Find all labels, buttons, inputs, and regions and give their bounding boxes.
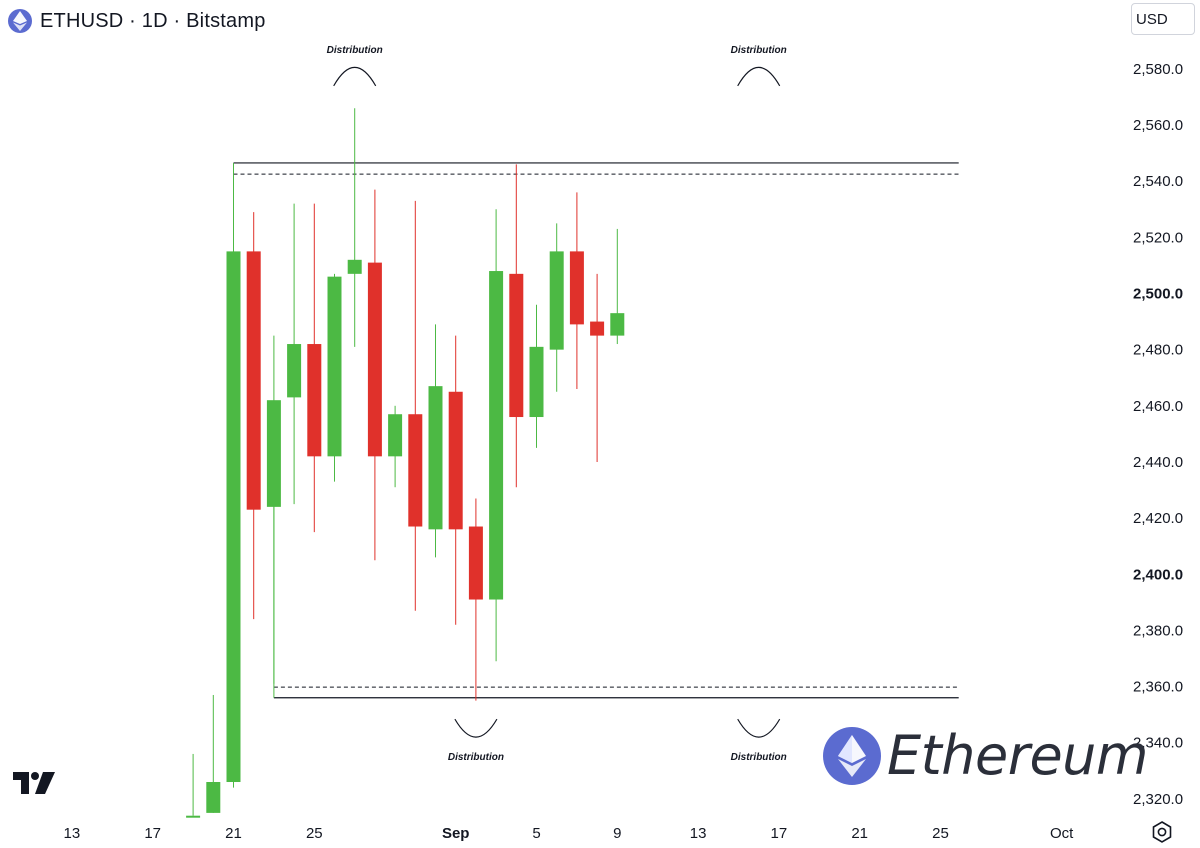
- candle[interactable]: [307, 203, 322, 533]
- candle-body: [549, 251, 564, 350]
- candle[interactable]: [468, 498, 483, 701]
- y-axis-tick-label: 2,340.0: [1133, 735, 1183, 752]
- candle[interactable]: [549, 223, 564, 392]
- candle[interactable]: [590, 273, 605, 462]
- x-axis-tick-label: Sep: [442, 825, 470, 842]
- candle-body: [610, 313, 625, 336]
- ethereum-icon: [823, 726, 881, 785]
- candle-body: [206, 782, 221, 813]
- chart-header: ETHUSD · 1D · Bitstamp: [8, 6, 266, 36]
- distribution-annotation[interactable]: Distribution: [731, 45, 787, 87]
- candle-body: [287, 344, 302, 398]
- brand-watermark: Ethereum: [823, 724, 1149, 787]
- tradingview-logo[interactable]: [13, 770, 57, 796]
- x-axis-tick-label: 21: [851, 825, 868, 842]
- x-axis-tick-label: 25: [932, 825, 949, 842]
- y-axis-tick-label: 2,460.0: [1133, 398, 1183, 415]
- candle[interactable]: [388, 405, 403, 488]
- distribution-arc: [737, 66, 781, 87]
- candle[interactable]: [529, 304, 544, 448]
- candle-body: [569, 251, 584, 325]
- x-axis-tick-label: Oct: [1050, 825, 1074, 842]
- y-axis-tick-label: 2,380.0: [1133, 622, 1183, 639]
- candle[interactable]: [610, 228, 625, 345]
- y-axis-tick-label: 2,560.0: [1133, 117, 1183, 134]
- y-axis-tick-label: 2,580.0: [1133, 61, 1183, 78]
- y-axis-tick-label: 2,420.0: [1133, 510, 1183, 527]
- distribution-annotation[interactable]: Distribution: [448, 718, 504, 763]
- candle[interactable]: [489, 209, 504, 662]
- y-axis-tick-label: 2,440.0: [1133, 454, 1183, 471]
- candle[interactable]: [428, 324, 443, 558]
- candle-body: [529, 346, 544, 418]
- y-axis-tick-label: 2,500.0: [1133, 286, 1183, 303]
- y-axis-tick-label: 2,520.0: [1133, 229, 1183, 246]
- candle[interactable]: [367, 189, 382, 561]
- x-axis-tick-label: 21: [225, 825, 242, 842]
- candle-body: [226, 251, 241, 783]
- candle[interactable]: [186, 753, 201, 818]
- candle-body: [266, 400, 281, 507]
- annotation-label: Distribution: [327, 45, 383, 56]
- candle-body: [327, 276, 342, 457]
- candle-body: [246, 251, 261, 510]
- candle-body: [448, 391, 463, 530]
- x-axis-tick-label: 9: [613, 825, 621, 842]
- candle[interactable]: [327, 273, 342, 482]
- candle-body: [428, 386, 443, 530]
- y-axis-tick-label: 2,360.0: [1133, 679, 1183, 696]
- candle-body: [347, 259, 362, 274]
- x-axis-tick-label: 5: [532, 825, 540, 842]
- candle-body: [367, 262, 382, 457]
- candle[interactable]: [569, 192, 584, 389]
- candle[interactable]: [246, 212, 261, 620]
- y-axis-tick-label: 2,540.0: [1133, 173, 1183, 190]
- x-axis-tick-label: 25: [306, 825, 323, 842]
- candle[interactable]: [448, 335, 463, 625]
- symbol-title[interactable]: ETHUSD · 1D · Bitstamp: [40, 9, 266, 32]
- candle-body: [489, 271, 504, 600]
- currency-selector[interactable]: USD: [1131, 3, 1195, 35]
- candle-body: [590, 321, 605, 336]
- distribution-annotation[interactable]: Distribution: [327, 45, 383, 87]
- candle[interactable]: [509, 164, 524, 488]
- x-axis-tick-label: 13: [690, 825, 707, 842]
- annotation-label: Distribution: [448, 752, 504, 763]
- candle-body: [186, 815, 201, 818]
- y-axis-tick-label: 2,400.0: [1133, 566, 1183, 583]
- candle-body: [468, 526, 483, 600]
- x-axis-tick-label: 13: [64, 825, 81, 842]
- candle[interactable]: [347, 108, 362, 347]
- settings-icon[interactable]: [1150, 820, 1174, 844]
- y-axis-tick-label: 2,480.0: [1133, 342, 1183, 359]
- candle[interactable]: [226, 164, 241, 788]
- distribution-arc: [454, 718, 498, 738]
- candle-body: [509, 273, 524, 418]
- annotation-label: Distribution: [731, 752, 787, 763]
- currency-label: USD: [1136, 10, 1168, 28]
- candle-body: [408, 414, 423, 527]
- candle-body: [388, 414, 403, 457]
- candle[interactable]: [408, 200, 423, 611]
- candle[interactable]: [206, 694, 221, 813]
- ethereum-icon: [8, 9, 32, 33]
- brand-text: Ethereum: [887, 724, 1149, 787]
- candle[interactable]: [287, 203, 302, 505]
- distribution-annotation[interactable]: Distribution: [731, 718, 787, 763]
- candle-body: [307, 344, 322, 457]
- distribution-arc: [333, 66, 377, 87]
- x-axis-tick-label: 17: [771, 825, 788, 842]
- x-axis-tick-label: 17: [144, 825, 161, 842]
- y-axis-tick-label: 2,320.0: [1133, 791, 1183, 808]
- annotation-label: Distribution: [731, 45, 787, 56]
- distribution-arc: [737, 718, 781, 738]
- candle[interactable]: [266, 335, 281, 684]
